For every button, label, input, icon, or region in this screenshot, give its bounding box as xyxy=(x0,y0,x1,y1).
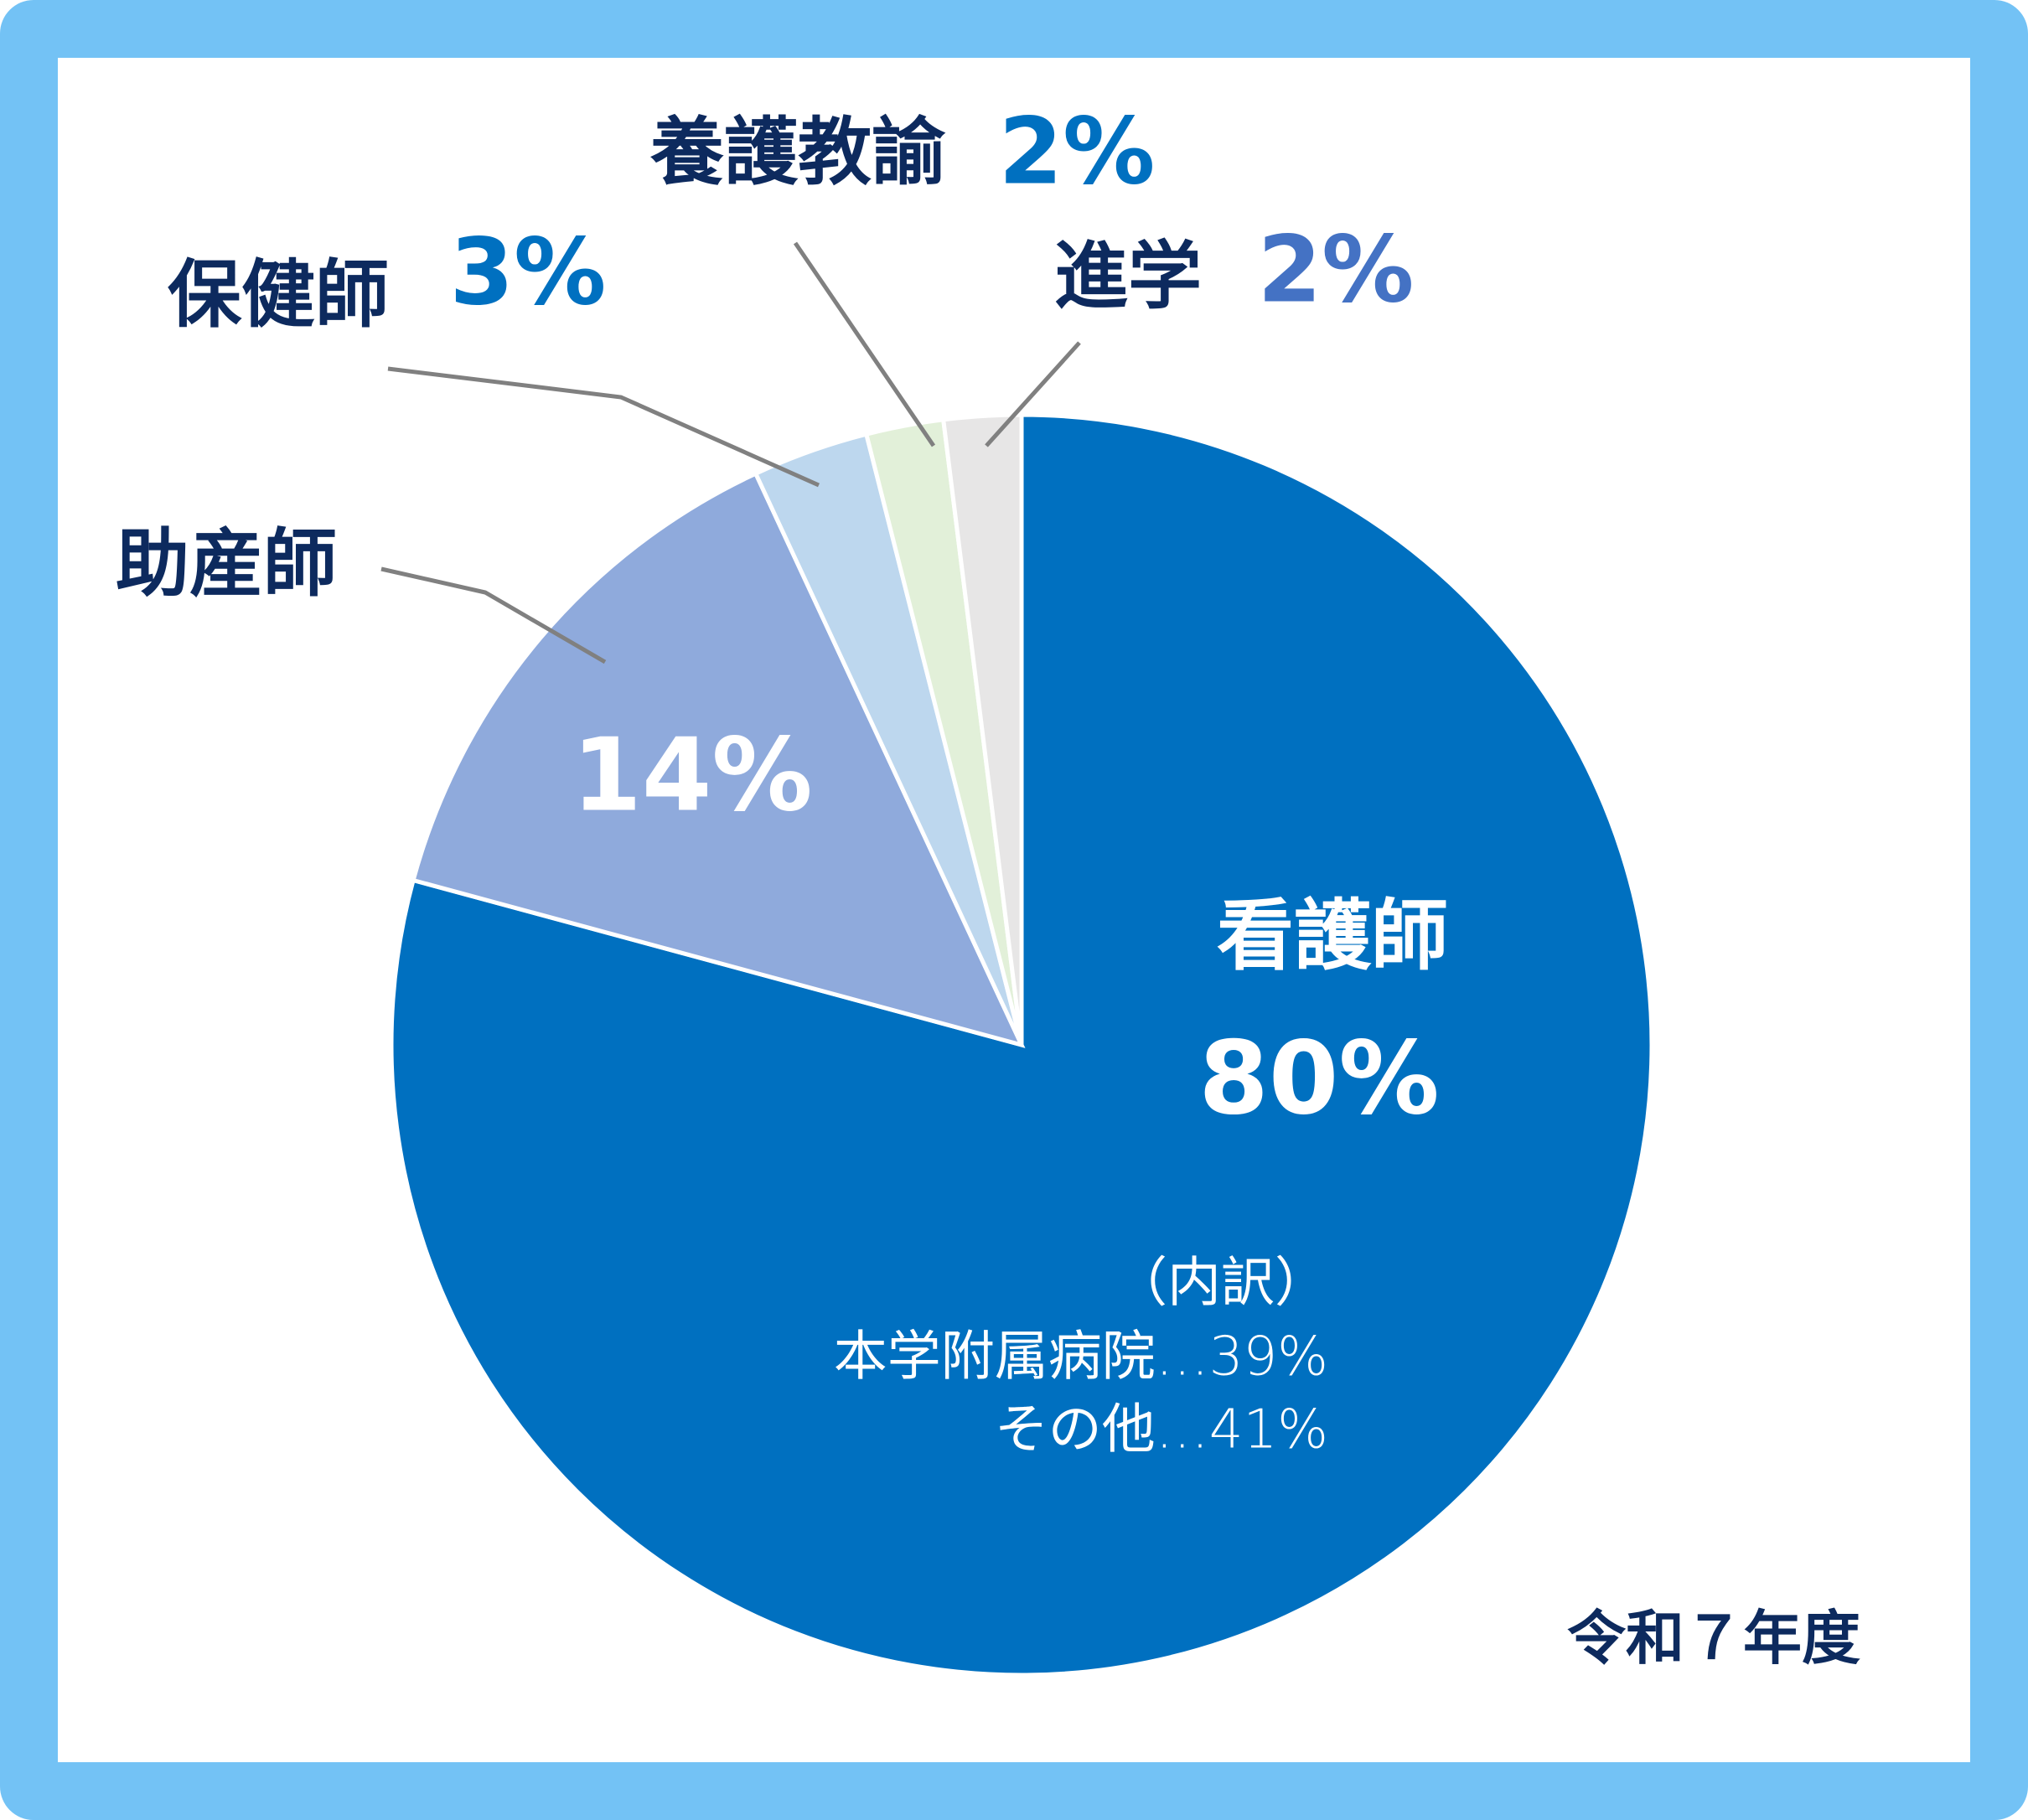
leader-line xyxy=(387,366,820,488)
leader-line xyxy=(793,241,936,447)
leader-line xyxy=(985,341,1081,447)
category-label: 看護師 xyxy=(1217,891,1448,980)
value-label: 14% xyxy=(572,718,812,835)
category-label: 進学 xyxy=(1054,233,1202,319)
leader-line xyxy=(380,566,607,664)
value-label: 80% xyxy=(1198,1021,1439,1138)
annotation: その他…41% xyxy=(995,1399,1328,1461)
category-label: 保健師 xyxy=(168,251,389,338)
pie xyxy=(389,412,1654,1678)
annotation: （内訳） xyxy=(1114,1253,1328,1315)
annotation: 本学附属病院…39% xyxy=(834,1326,1328,1388)
pie-slice xyxy=(940,412,1024,1046)
pie-slice xyxy=(411,470,1026,1048)
category-label: 助産師 xyxy=(116,520,337,607)
category-label: 養護教諭 xyxy=(649,109,946,195)
value-label: 3% xyxy=(450,218,607,325)
footnote: 令和７年度 xyxy=(1567,1604,1860,1673)
value-label: 2% xyxy=(1258,215,1415,323)
value-label: 2% xyxy=(999,97,1156,204)
labels: 看護師 80% 助産師 14% 保健師 3% 養護教諭 2% 進学 2% xyxy=(116,97,1448,1137)
